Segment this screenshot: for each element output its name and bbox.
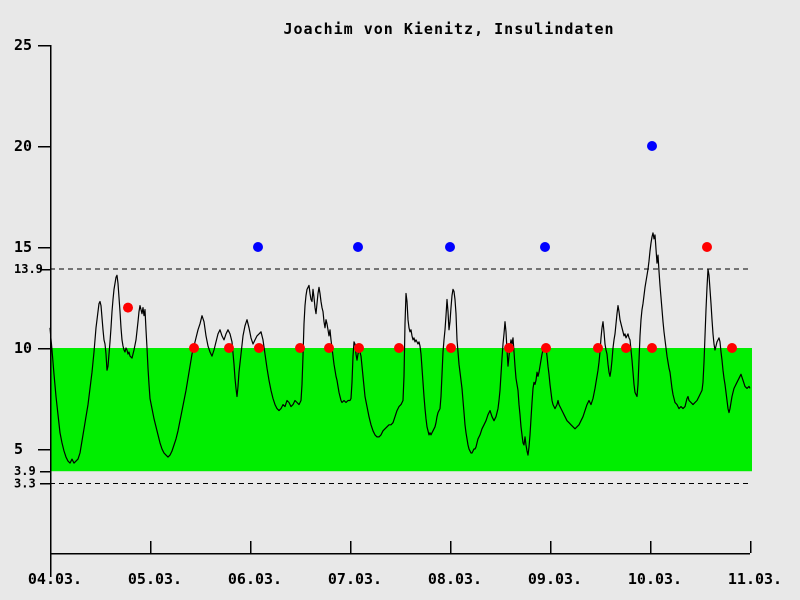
y-special-tick-label: 3.3 — [14, 476, 36, 490]
red-marker — [324, 343, 334, 353]
x-tick-label: 06.03. — [228, 570, 282, 588]
x-tick-label: 11.03. — [728, 570, 782, 588]
glucose-curve — [49, 232, 751, 464]
blue-marker — [540, 242, 550, 252]
blue-marker — [353, 242, 363, 252]
red-marker — [189, 343, 199, 353]
red-marker — [354, 343, 364, 353]
red-marker — [254, 343, 264, 353]
red-marker — [504, 343, 514, 353]
blue-marker — [445, 242, 455, 252]
x-tick-label: 05.03. — [128, 570, 182, 588]
red-marker — [446, 343, 456, 353]
red-marker — [541, 343, 551, 353]
y-special-tick-label: 3.9 — [14, 464, 36, 478]
x-tick-label: 04.03. — [28, 570, 82, 588]
y-tick-label: 15 — [14, 238, 32, 256]
y-tick-label: 5 — [14, 440, 23, 458]
red-marker — [123, 302, 133, 313]
red-marker — [224, 343, 234, 353]
x-tick-label: 10.03. — [628, 570, 682, 588]
red-marker — [394, 343, 404, 353]
target-range-band — [51, 348, 752, 472]
y-tick-label: 10 — [14, 339, 32, 357]
y-tick-label: 25 — [14, 36, 32, 54]
red-marker — [727, 343, 737, 353]
blue-marker — [253, 242, 263, 252]
red-marker — [593, 343, 603, 353]
red-marker — [702, 242, 712, 252]
x-tick-label: 08.03. — [428, 570, 482, 588]
y-special-tick-label: 13.9 — [14, 262, 43, 276]
blue-marker — [647, 141, 657, 151]
red-marker — [621, 343, 631, 353]
y-tick-label: 20 — [14, 137, 32, 155]
red-marker — [647, 343, 657, 353]
x-tick-label: 07.03. — [328, 570, 382, 588]
x-tick-label: 09.03. — [528, 570, 582, 588]
red-marker — [295, 343, 305, 353]
